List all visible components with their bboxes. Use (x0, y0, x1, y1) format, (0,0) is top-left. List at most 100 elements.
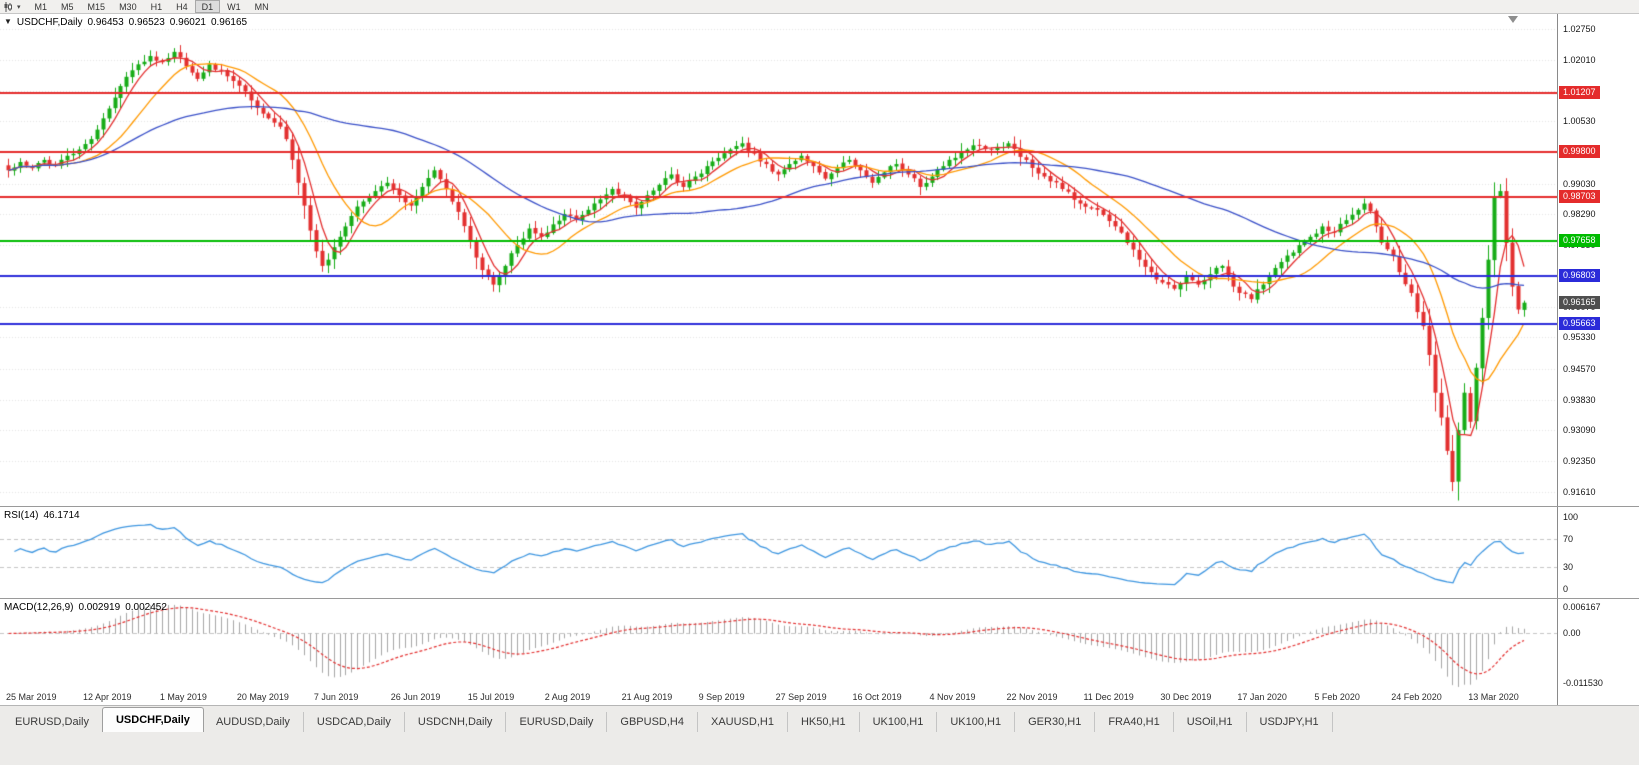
timeframe-toolbar-buttons: M1 M5 M15 M30 H1 H4 D1 W1 MN (28, 0, 276, 13)
ohlc-open: 0.96453 (87, 17, 124, 28)
timeframe-button-m5[interactable]: M5 (61, 2, 74, 12)
chart-tab-usdcad-daily[interactable]: USDCAD,Daily (304, 712, 405, 732)
macd-indicator-name: MACD(12,26,9) (4, 602, 74, 613)
chart-tab-eurusd-daily[interactable]: EURUSD,Daily (2, 712, 103, 732)
chart-type-dropdown-caret[interactable]: ▾ (17, 3, 21, 11)
timeframe-button-mn[interactable]: MN (254, 2, 269, 12)
price-level-tag: 0.98703 (1559, 190, 1600, 204)
rsi-axis[interactable]: 100 70 30 0 (1558, 507, 1639, 598)
timeframe-button-m15[interactable]: M15 (87, 2, 106, 12)
macd-axis-tick: -0.011530 (1563, 678, 1603, 688)
rsi-axis-tick: 70 (1563, 533, 1574, 544)
rsi-indicator-value: 46.1714 (43, 510, 80, 521)
chart-tab-uk100-h1[interactable]: UK100,H1 (860, 712, 938, 732)
rsi-axis-tick: 0 (1563, 584, 1569, 594)
price-level-tag: 0.99800 (1559, 144, 1600, 158)
panel-splitter[interactable] (0, 598, 1639, 599)
date-axis-label: 27 Sep 2019 (775, 692, 827, 702)
timeframe-button-m1[interactable]: M1 (34, 2, 48, 12)
ohlc-close: 0.96165 (210, 17, 248, 28)
chart-tab-usdjpy-h1[interactable]: USDJPY,H1 (1247, 712, 1333, 732)
chart-tab-usdcnh-daily[interactable]: USDCNH,Daily (405, 712, 507, 732)
chart-tab-xauusd-h1[interactable]: XAUUSD,H1 (698, 712, 788, 732)
date-axis-label: 22 Nov 2019 (1006, 692, 1058, 702)
macd-signal-value: 0.002452 (125, 602, 167, 613)
price-axis-tick: 0.98290 (1563, 209, 1596, 220)
timeframe-button-h4[interactable]: H4 (176, 2, 188, 12)
macd-axis-tick: 0.006167 (1563, 602, 1601, 612)
chart-tab-ger30-h1[interactable]: GER30,H1 (1015, 712, 1096, 732)
date-axis-label: 15 Jul 2019 (467, 692, 515, 702)
date-axis-label: 17 Jan 2020 (1237, 692, 1287, 702)
time-axis[interactable]: 25 Mar 2019 12 Apr 2019 1 May 2019 20 May 2… (0, 689, 1557, 705)
panel-splitter[interactable] (0, 506, 1639, 507)
rsi-chart-canvas[interactable] (0, 507, 1557, 598)
date-axis-label: 16 Oct 2019 (852, 692, 902, 702)
chart-tabs: EURUSD,Daily USDCHF,Daily AUDUSD,Daily USDC… (0, 706, 1639, 732)
chart-symbol-label: USDCHF,Daily (16, 17, 83, 28)
chart-shift-marker[interactable] (1508, 16, 1518, 23)
timeframe-button-d1[interactable]: D1 (194, 0, 221, 13)
date-axis-label: 30 Dec 2019 (1160, 692, 1212, 702)
ohlc-high: 0.96523 (128, 17, 165, 28)
price-axis-tick: 0.92350 (1563, 456, 1596, 467)
price-axis[interactable]: 1.027501.020101.012701.005300.997900.990… (1558, 14, 1639, 506)
macd-panel[interactable]: MACD(12,26,9) 0.002919 0.002452 (0, 599, 1557, 689)
chart-tab-hk50-h1[interactable]: HK50,H1 (788, 712, 860, 732)
chart-tab-usoil-h1[interactable]: USOil,H1 (1174, 712, 1247, 732)
chart-plots: ▼ USDCHF,Daily 0.96453 0.96523 0.96021 0… (0, 14, 1557, 705)
price-chart-canvas[interactable] (0, 14, 1557, 506)
ohlc-low: 0.96021 (169, 17, 206, 28)
rsi-axis-tick: 30 (1563, 562, 1574, 573)
chart-ohlc-readout: ▼ USDCHF,Daily 0.96453 0.96523 0.96021 0… (4, 17, 247, 28)
date-axis-label: 1 May 2019 (159, 692, 207, 702)
price-level-tag: 1.01207 (1559, 86, 1600, 100)
timeframe-button-h1[interactable]: H1 (150, 2, 163, 12)
chart-tab-audusd-daily[interactable]: AUDUSD,Daily (203, 712, 304, 732)
macd-axis[interactable]: 0.006167 0.00 -0.011530 (1558, 599, 1639, 689)
candlestick-chart-icon[interactable] (3, 1, 13, 12)
macd-chart-canvas[interactable] (0, 599, 1557, 689)
chart-tab-eurusd-daily[interactable]: EURUSD,Daily (506, 712, 608, 732)
macd-label: MACD(12,26,9) 0.002919 0.002452 (4, 602, 167, 613)
date-axis-label: 12 Apr 2019 (82, 692, 132, 702)
macd-axis-tick: 0.00 (1563, 628, 1581, 639)
rsi-axis-tick: 100 (1563, 512, 1579, 522)
date-axis-label: 25 Mar 2019 (6, 692, 57, 702)
timeframe-toolbar: ▾ M1 M5 M15 M30 H1 H4 D1 W1 MN (0, 0, 1639, 14)
price-axis-tick: 1.02750 (1563, 24, 1596, 34)
date-axis-label: 4 Nov 2019 (929, 692, 976, 702)
rsi-panel[interactable]: RSI(14) 46.1714 (0, 507, 1557, 598)
price-panel[interactable]: ▼ USDCHF,Daily 0.96453 0.96523 0.96021 0… (0, 14, 1557, 506)
date-axis-label: 11 Dec 2019 (1083, 692, 1134, 702)
price-axis-tick: 0.99030 (1563, 178, 1596, 189)
date-axis-label: 2 Aug 2019 (544, 692, 591, 702)
chart-tab-bar: EURUSD,Daily USDCHF,Daily AUDUSD,Daily USDC… (0, 705, 1639, 765)
rsi-indicator-name: RSI(14) (4, 510, 39, 521)
date-axis-label: 5 Feb 2020 (1314, 692, 1360, 702)
price-axis-tick: 1.00530 (1563, 116, 1596, 127)
price-axis-tick: 0.94570 (1563, 363, 1596, 374)
price-axis-tick: 1.02010 (1563, 54, 1596, 65)
date-axis-label: 9 Sep 2019 (698, 692, 745, 702)
price-axis-tick: 0.93090 (1563, 425, 1596, 436)
date-axis-label: 21 Aug 2019 (621, 692, 673, 702)
timeframe-button-m30[interactable]: M30 (119, 2, 137, 12)
price-axis-tick: 0.91610 (1563, 487, 1596, 497)
date-axis-label: 26 Jun 2019 (390, 692, 441, 702)
chart-tab-gbpusd-h4[interactable]: GBPUSD,H4 (607, 712, 698, 732)
price-axis-tick: 0.93830 (1563, 394, 1596, 405)
chart-tab-usdchf-daily[interactable]: USDCHF,Daily (101, 707, 204, 732)
rsi-label: RSI(14) 46.1714 (4, 510, 80, 521)
date-axis-label: 13 Mar 2020 (1468, 692, 1519, 702)
right-axis-column: 1.027501.020101.012701.005300.997900.990… (1557, 14, 1639, 705)
symbol-dropdown-caret[interactable]: ▼ (4, 17, 12, 26)
date-axis-label: 20 May 2019 (236, 692, 289, 702)
timeframe-button-w1[interactable]: W1 (227, 2, 241, 12)
chart-tab-fra40-h1[interactable]: FRA40,H1 (1095, 712, 1174, 732)
date-axis-label: 7 Jun 2019 (313, 692, 359, 702)
price-level-tag: 0.95663 (1559, 316, 1600, 330)
date-axis-label: 24 Feb 2020 (1391, 692, 1442, 702)
chart-tab-uk100-h1[interactable]: UK100,H1 (937, 712, 1016, 732)
